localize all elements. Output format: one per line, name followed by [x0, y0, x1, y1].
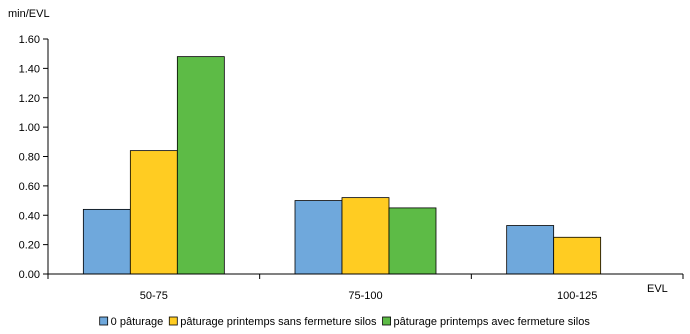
legend: 0 pâturage pâturage printemps sans fermet…: [99, 316, 591, 328]
bar-100-125-series-1: [506, 225, 555, 275]
x-axis-label: EVL: [647, 283, 668, 295]
x-tick-label: 50-75: [140, 290, 168, 302]
legend-swatch: [99, 316, 109, 326]
legend-swatch: [168, 316, 178, 326]
axes: [47, 39, 683, 275]
y-axis-ticks: 0.00 0.20 0.40 0.60 0.80 1.00 1.20 1.40 1.60: [19, 34, 48, 281]
bar-50-75-series-3: [176, 56, 225, 275]
bar-100-125-series-2: [553, 236, 602, 275]
y-tick-label: 0.80: [19, 152, 40, 164]
y-tick-label: 1.60: [19, 34, 40, 46]
bar-50-75-series-2: [129, 150, 178, 275]
legend-label: pâturage printemps sans fermeture silos: [180, 316, 377, 328]
y-tick-label: 1.00: [19, 122, 40, 134]
legend-label: pâturage printemps avec fermeture silos: [394, 316, 591, 328]
x-tick-label: 75-100: [348, 290, 382, 302]
bar-75-100-series-1: [294, 200, 343, 275]
y-tick-label: 0.00: [19, 269, 40, 281]
y-tick-label: 0.60: [19, 181, 40, 193]
y-axis-label: min/EVL: [8, 8, 50, 20]
bars: [82, 56, 602, 275]
bar-75-100-series-3: [388, 207, 437, 275]
y-tick-label: 1.20: [19, 93, 40, 105]
bar-75-100-series-2: [341, 197, 390, 275]
x-tick-label: 100-125: [557, 290, 597, 302]
bar-50-75-series-1: [82, 208, 131, 275]
y-tick-label: 0.20: [19, 240, 40, 252]
legend-label: 0 pâturage: [111, 316, 164, 328]
y-tick-label: 1.40: [19, 63, 40, 75]
legend-swatch: [382, 316, 391, 326]
y-tick-label: 0.40: [19, 210, 40, 222]
x-axis-ticks: 50-75 75-100 100-125: [47, 274, 684, 302]
